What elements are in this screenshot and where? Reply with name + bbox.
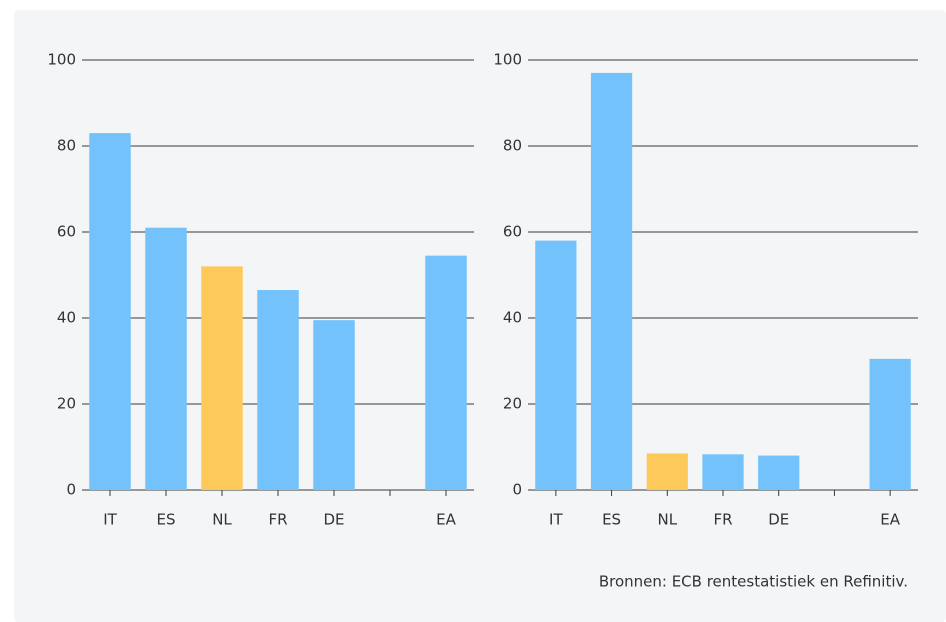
y-tick-label: 80 (57, 137, 76, 155)
bar (313, 320, 355, 490)
x-tick-label: FR (268, 511, 287, 529)
bar (758, 455, 800, 490)
x-tick-label: IT (549, 511, 563, 529)
bar (869, 358, 911, 490)
bar (646, 453, 688, 490)
y-tick-label: 0 (66, 481, 76, 499)
y-tick-label: 60 (503, 223, 522, 241)
source-note: Bronnen: ECB rentestatistiek en Refiniti… (599, 573, 908, 591)
x-tick-label: DE (323, 511, 344, 529)
y-tick-label: 40 (503, 309, 522, 327)
x-tick-label: EA (436, 511, 456, 529)
x-tick-label: IT (103, 511, 117, 529)
y-tick-label: 20 (503, 395, 522, 413)
y-tick-label: 20 (57, 395, 76, 413)
bar (257, 290, 299, 490)
bar (145, 227, 187, 490)
x-tick-label: NL (212, 511, 232, 529)
bar (425, 255, 467, 490)
bar (201, 266, 243, 490)
x-tick-label: ES (157, 511, 176, 529)
bar (590, 72, 633, 491)
x-tick-label: NL (657, 511, 677, 529)
bar (89, 133, 131, 490)
x-tick-label: ES (602, 511, 621, 529)
y-tick-label: 60 (57, 223, 76, 241)
y-tick-label: 80 (503, 137, 522, 155)
x-tick-label: EA (880, 511, 900, 529)
x-tick-label: DE (768, 511, 789, 529)
y-tick-label: 0 (512, 481, 522, 499)
x-tick-label: FR (713, 511, 732, 529)
bar (535, 240, 577, 490)
bar (702, 454, 744, 490)
y-tick-label: 100 (493, 51, 522, 69)
y-tick-label: 100 (47, 51, 76, 69)
y-tick-label: 40 (57, 309, 76, 327)
